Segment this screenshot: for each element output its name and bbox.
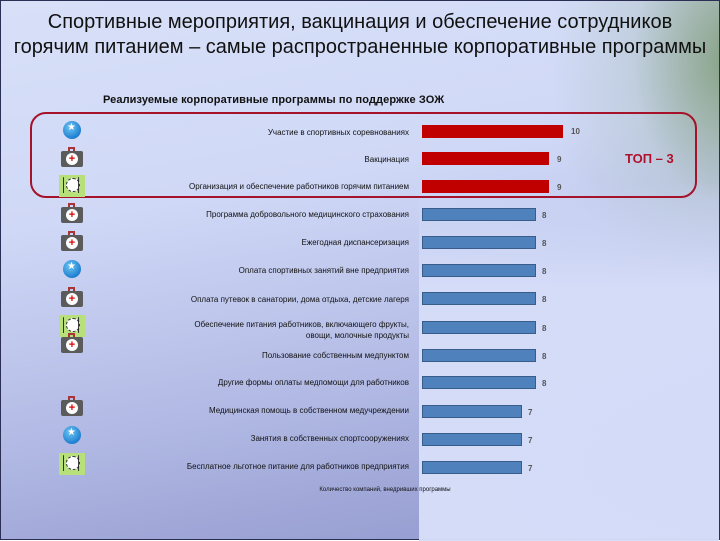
row-label: Организация и обеспечение работников гор… bbox=[189, 182, 409, 191]
row-label: Пользование собственным медпунктом bbox=[262, 351, 409, 360]
bar bbox=[422, 405, 522, 418]
row-label: Другие формы оплаты медпомощи для работн… bbox=[217, 378, 409, 387]
chart-row: Бесплатное льготное питание для работник… bbox=[0, 453, 720, 480]
slide-title: Спортивные мероприятия, вакцинация и обе… bbox=[0, 10, 720, 60]
bar-value: 8 bbox=[542, 379, 547, 388]
bar-value: 10 bbox=[571, 127, 580, 136]
row-label: Вакцинация bbox=[364, 155, 409, 164]
meal-icon bbox=[59, 315, 90, 337]
row-label: Оплата спортивных занятий вне предприяти… bbox=[238, 266, 409, 275]
medical-kit-icon bbox=[61, 396, 83, 416]
bar bbox=[422, 208, 536, 221]
chart-row: Обеспечение питания работников, включающ… bbox=[0, 315, 720, 341]
bar-value: 8 bbox=[542, 239, 547, 248]
bar-value: 7 bbox=[528, 464, 533, 473]
bar bbox=[422, 349, 536, 362]
chart-row: Ежегодная диспансеризация 8 bbox=[0, 231, 720, 255]
medical-kit-icon bbox=[61, 147, 83, 167]
sport-icon bbox=[63, 426, 81, 444]
chart-row: Медицинская помощь в собственном медучре… bbox=[0, 396, 720, 424]
row-label-line-2: овощи, молочные продукты bbox=[305, 331, 409, 340]
bar bbox=[422, 236, 536, 249]
meal-icon bbox=[59, 175, 90, 197]
bar bbox=[422, 292, 536, 305]
bar-value: 7 bbox=[528, 436, 533, 445]
sport-icon bbox=[63, 260, 81, 278]
bar-value: 8 bbox=[542, 295, 547, 304]
title-line-2: горячим питанием – самые распространенны… bbox=[13, 36, 707, 58]
bar bbox=[422, 321, 536, 334]
row-label: Ежегодная диспансеризация bbox=[301, 238, 409, 247]
row-label: Обеспечение питания работников, включающ… bbox=[109, 319, 409, 341]
medical-kit-icon bbox=[61, 333, 83, 353]
chart-title: Реализуемые корпоративные программы по п… bbox=[103, 94, 445, 106]
bar-value: 8 bbox=[542, 352, 547, 361]
medical-kit-icon bbox=[61, 231, 83, 251]
bar-value: 8 bbox=[542, 324, 547, 333]
x-axis-label: Количество компаний, внедривших программ… bbox=[319, 487, 451, 493]
row-label-line-1: Обеспечение питания работников, включающ… bbox=[194, 320, 409, 329]
title-line-1: Спортивные мероприятия, вакцинация и обе… bbox=[47, 11, 673, 33]
bar bbox=[422, 152, 549, 165]
bar bbox=[422, 180, 549, 193]
row-label: Медицинская помощь в собственном медучре… bbox=[208, 406, 409, 415]
chart-row: Занятия в собственных спортсооружениях 7 bbox=[0, 426, 720, 452]
row-label: Занятия в собственных спортсооружениях bbox=[250, 434, 409, 443]
chart-row: Вакцинация 9 bbox=[0, 147, 720, 171]
top3-label: ТОП – 3 bbox=[625, 151, 674, 166]
chart-row: Оплата путевок в санатории, дома отдыха,… bbox=[0, 287, 720, 311]
row-label: Оплата путевок в санатории, дома отдыха,… bbox=[190, 295, 409, 304]
chart-row: Организация и обеспечение работников гор… bbox=[0, 175, 720, 199]
meal-icon bbox=[59, 453, 90, 475]
bar-value: 8 bbox=[542, 211, 547, 220]
medical-kit-icon bbox=[61, 287, 83, 307]
chart-row: Другие формы оплаты медпомощи для работн… bbox=[0, 371, 720, 395]
bar bbox=[422, 376, 536, 389]
bar-value: 9 bbox=[557, 183, 562, 192]
chart-row: Оплата спортивных занятий вне предприяти… bbox=[0, 259, 720, 283]
sport-icon bbox=[63, 121, 81, 139]
row-label: Участие в спортивных соревнованиях bbox=[267, 128, 409, 137]
chart-row: Пользование собственным медпунктом 8 bbox=[0, 333, 720, 367]
bar bbox=[422, 125, 563, 138]
bar bbox=[422, 433, 522, 446]
bar bbox=[422, 461, 522, 474]
chart-row: Программа добровольного медицинского стр… bbox=[0, 203, 720, 227]
medical-kit-icon bbox=[61, 203, 83, 223]
bar-value: 7 bbox=[528, 408, 533, 417]
bar-value: 8 bbox=[542, 267, 547, 276]
chart-row: Участие в спортивных соревнованиях 10 bbox=[0, 120, 720, 144]
bar-value: 9 bbox=[557, 155, 562, 164]
row-label: Программа добровольного медицинского стр… bbox=[206, 210, 409, 219]
row-label: Бесплатное льготное питание для работник… bbox=[186, 462, 409, 471]
bar bbox=[422, 264, 536, 277]
